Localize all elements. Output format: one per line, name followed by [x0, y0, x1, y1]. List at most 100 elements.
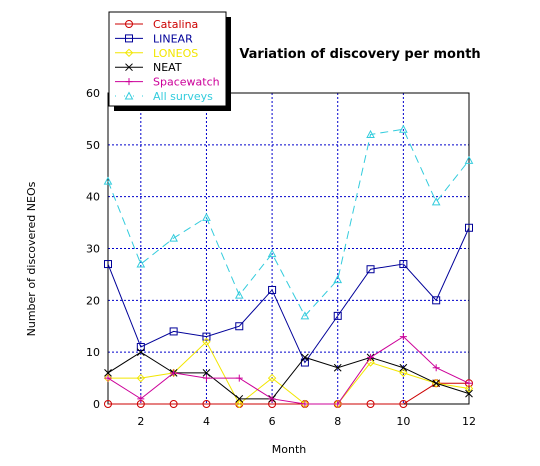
- data-point: [137, 395, 145, 403]
- data-point: [464, 155, 474, 164]
- legend-item-catalina: Catalina: [115, 18, 198, 31]
- data-point: [235, 374, 243, 382]
- data-point: [399, 333, 407, 341]
- data-point: [267, 249, 277, 258]
- data-point: [399, 260, 408, 269]
- data-point: [235, 322, 244, 331]
- series-line: [108, 340, 470, 405]
- y-tick-label: 20: [86, 294, 100, 307]
- data-point: [366, 265, 375, 274]
- data-point: [267, 373, 277, 383]
- data-point: [104, 374, 112, 382]
- data-point: [431, 197, 441, 206]
- legend-marker: [125, 20, 133, 28]
- data-point: [268, 395, 276, 403]
- data-point: [300, 311, 310, 320]
- data-point: [136, 342, 145, 351]
- y-tick-label: 60: [86, 87, 100, 100]
- y-tick-label: 30: [86, 243, 100, 256]
- legend-item-linear: LINEAR: [115, 32, 193, 45]
- data-point: [333, 363, 342, 372]
- data-point: [202, 374, 210, 382]
- legend-marker: [124, 91, 134, 100]
- legend-item-neat: NEAT: [115, 61, 182, 74]
- series-spacewatch: [104, 333, 473, 408]
- grid: [108, 93, 469, 404]
- legend-label: NEAT: [153, 61, 182, 74]
- data-point: [104, 260, 112, 269]
- x-axis-label: Month: [272, 443, 307, 456]
- data-point: [136, 373, 146, 383]
- x-tick-label: 4: [203, 415, 210, 428]
- data-point: [432, 364, 440, 372]
- data-point: [170, 369, 178, 377]
- legend-label: All surveys: [153, 90, 213, 103]
- legend-item-all-surveys: All surveys: [115, 90, 213, 103]
- x-tick-label: 10: [396, 415, 410, 428]
- data-point: [104, 369, 112, 377]
- data-point: [367, 353, 375, 361]
- legend-label: Spacewatch: [153, 76, 220, 89]
- legend-marker: [125, 63, 133, 72]
- data-point: [465, 389, 473, 398]
- data-point: [202, 212, 211, 221]
- data-point: [235, 394, 244, 403]
- data-point: [202, 337, 211, 347]
- y-tick-label: 40: [86, 191, 100, 204]
- tick-labels: 0 10 20 30 40 50 60 2 4 6 8 10 12: [86, 87, 476, 428]
- series-line: [107, 351, 470, 400]
- series-all-surveys: [103, 124, 474, 320]
- data-point: [104, 400, 112, 408]
- data-point: [333, 311, 342, 320]
- data-point: [169, 400, 178, 408]
- series-line: [107, 128, 470, 317]
- data-point: [202, 400, 211, 408]
- data-point: [268, 285, 277, 294]
- data-point: [465, 379, 473, 387]
- y-axis-label: Number of discovered NEOs: [25, 181, 38, 336]
- data-point: [465, 223, 473, 232]
- legend-label: Catalina: [153, 18, 198, 31]
- x-tick-label: 2: [137, 415, 144, 428]
- legend-label: LONEOS: [153, 47, 198, 60]
- data-point: [432, 379, 441, 388]
- data-point: [136, 348, 145, 357]
- legend-marker: [124, 48, 134, 58]
- legend-marker: [125, 78, 133, 86]
- y-tick-label: 50: [86, 139, 100, 152]
- series-line: [107, 227, 470, 364]
- data-point: [399, 368, 408, 378]
- data-point: [399, 400, 408, 408]
- data-point: [464, 384, 474, 393]
- data-point: [399, 124, 408, 133]
- data-point: [235, 399, 244, 409]
- data-point: [234, 290, 244, 299]
- data-point: [169, 233, 178, 242]
- series-linear: [104, 223, 473, 367]
- series-line: [107, 335, 470, 405]
- data-point: [169, 327, 178, 336]
- legend-item-spacewatch: Spacewatch: [115, 76, 220, 89]
- y-tick-label: 10: [86, 346, 100, 359]
- legend-label: LINEAR: [153, 32, 193, 45]
- data-point: [334, 400, 342, 408]
- chart-title: Variation of discovery per month: [239, 47, 480, 62]
- x-tick-label: 12: [462, 415, 476, 428]
- data-point: [103, 176, 113, 185]
- data-point: [301, 353, 309, 362]
- series-line: [108, 382, 469, 405]
- legend-item-loneos: LONEOS: [115, 47, 198, 60]
- data-point: [366, 129, 375, 138]
- x-tick-label: 8: [334, 415, 341, 428]
- data-point: [301, 400, 309, 408]
- series-group: [103, 124, 474, 409]
- data-point: [432, 296, 441, 305]
- legend-marker: [125, 34, 133, 43]
- data-point: [399, 363, 408, 372]
- data-point: [333, 275, 343, 284]
- x-tick-label: 6: [269, 415, 276, 428]
- data-point: [202, 369, 211, 377]
